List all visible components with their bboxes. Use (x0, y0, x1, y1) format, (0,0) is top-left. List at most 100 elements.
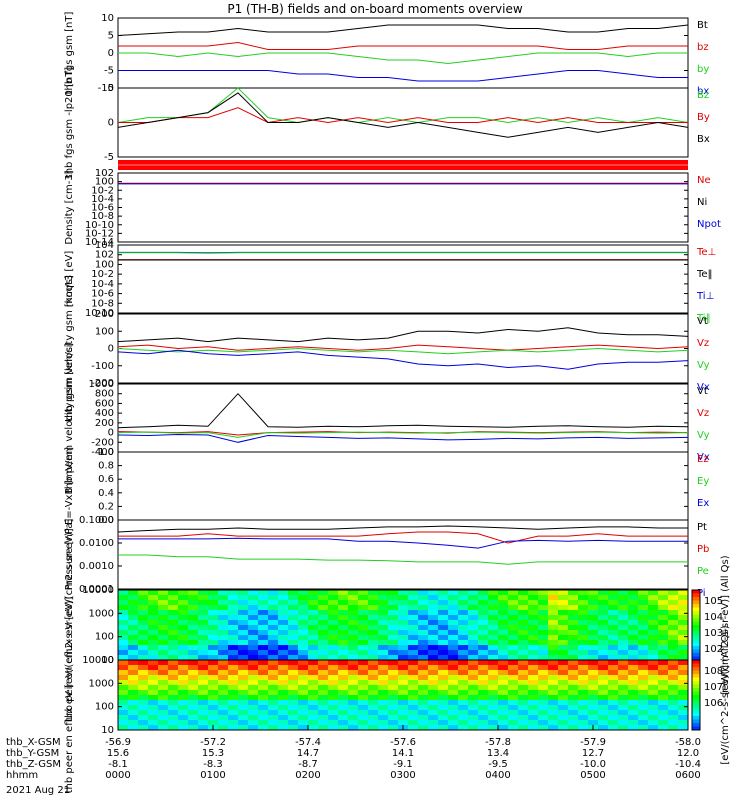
ephem-value: 0200 (295, 770, 321, 781)
spectrogram-cell (418, 595, 429, 601)
spectrogram-cell (478, 645, 489, 651)
spectrogram-cell (128, 710, 139, 716)
colorbar-cell (692, 719, 700, 724)
spectrogram-cell (338, 645, 349, 651)
legend-Pi: Pi (697, 588, 706, 599)
ytick-label: 0.8 (98, 461, 114, 472)
spectrogram-cell (408, 590, 419, 596)
spectrogram-cell (188, 660, 199, 666)
spectrogram-cell (438, 660, 449, 666)
series-line-Pe (118, 554, 688, 565)
spectrogram-cell (338, 590, 349, 596)
spectrogram-cell (548, 620, 559, 626)
spectrogram-cell (438, 675, 449, 681)
spectrogram-cell (548, 680, 559, 686)
spectrogram-cell (398, 660, 409, 666)
ytick-label: 800 (95, 389, 114, 400)
spectrogram-cell (448, 705, 459, 711)
spectrogram-cell (378, 645, 389, 651)
spectrogram-cell (288, 595, 299, 601)
spectrogram-cell (138, 665, 149, 671)
spectrogram-cell (318, 680, 329, 686)
spectrogram-cell (268, 700, 279, 706)
spectrogram-cell (198, 700, 209, 706)
spectrogram-cell (248, 690, 259, 696)
spectrogram-cell (608, 645, 619, 651)
spectrogram-cell (338, 660, 349, 666)
spectrogram-cell (388, 650, 399, 656)
ytick-label: 1000 (89, 608, 114, 619)
spectrogram-cell (158, 640, 169, 646)
spectrogram-cell (548, 660, 559, 666)
spectrogram-cell (258, 680, 269, 686)
spectrogram-cell (518, 600, 529, 606)
spectrogram-cell (308, 595, 319, 601)
spectrogram-cell (258, 720, 269, 726)
spectrogram-cell (158, 700, 169, 706)
spectrogram-cell (268, 705, 279, 711)
colorbar (692, 590, 700, 661)
spectrogram-cell (208, 620, 219, 626)
spectrogram-cell (178, 605, 189, 611)
spectrogram-cell (588, 655, 599, 661)
spectrogram-cell (538, 715, 549, 721)
spectrogram-cell (118, 680, 129, 686)
spectrogram-cell (658, 600, 669, 606)
spectrogram-cell (428, 725, 439, 731)
spectrogram-cell (568, 595, 579, 601)
spectrogram-cell (578, 695, 589, 701)
ytick-label: 200 (95, 418, 114, 429)
spectrogram-cell (148, 595, 159, 601)
spectrogram-cell (218, 650, 229, 656)
spectrogram-cell (508, 645, 519, 651)
spectrogram-cell (528, 645, 539, 651)
ytick-label: -100 (91, 361, 114, 372)
spectrogram-cell (148, 680, 159, 686)
spectrogram-cell (628, 620, 639, 626)
spectrogram-cell (458, 595, 469, 601)
spectrogram-cell (248, 665, 259, 671)
spectrogram-cell (158, 660, 169, 666)
spectrogram-cell (238, 610, 249, 616)
spectrogram-cell (138, 610, 149, 616)
spectrogram-cell (538, 695, 549, 701)
spectrogram-cell (498, 690, 509, 696)
spectrogram-cell (338, 680, 349, 686)
spectrogram-cell (288, 635, 299, 641)
spectrogram-cell (278, 590, 289, 596)
spectrogram-cell (208, 670, 219, 676)
spectrogram-cell (498, 665, 509, 671)
spectrogram-cell (318, 595, 329, 601)
spectrogram-cell (498, 720, 509, 726)
spectrogram-cell (448, 720, 459, 726)
spectrogram-cell (288, 600, 299, 606)
spectrogram-cell (448, 700, 459, 706)
spectrogram-cell (368, 690, 379, 696)
spectrogram-cell (388, 620, 399, 626)
spectrogram-cell (448, 615, 459, 621)
spectrogram-cell (398, 680, 409, 686)
spectrogram-cell (458, 725, 469, 731)
spectrogram-cell (318, 690, 329, 696)
ytick-label: 0 (108, 344, 114, 355)
spectrogram-cell (588, 625, 599, 631)
ephem-value: -57.8 (485, 737, 511, 748)
spectrogram-cell (328, 610, 339, 616)
spectrogram-cell (428, 690, 439, 696)
spectrogram-cell (618, 680, 629, 686)
spectrogram-cell (248, 615, 259, 621)
spectrogram-cell (278, 675, 289, 681)
spectrogram-cell (118, 720, 129, 726)
spectrogram-cell (648, 675, 659, 681)
legend-Te‖: Te‖ (696, 269, 713, 280)
spectrogram-cell (128, 615, 139, 621)
spectrogram-cell (618, 620, 629, 626)
spectrogram-cell (508, 615, 519, 621)
spectrogram-cell (468, 635, 479, 641)
spectrogram-cell (148, 610, 159, 616)
panel-ylabel: thb peem velocity gsm [km/s] (64, 343, 75, 493)
spectrogram-cell (158, 620, 169, 626)
spectrogram-cell (308, 660, 319, 666)
spectrogram-cell (448, 625, 459, 631)
spectrogram-cell (628, 650, 639, 656)
